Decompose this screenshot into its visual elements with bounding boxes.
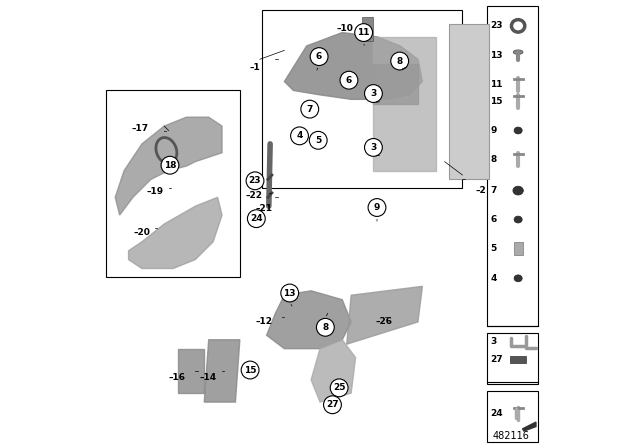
Text: 8: 8 [397, 56, 403, 65]
Polygon shape [347, 286, 422, 344]
Text: 7: 7 [307, 105, 313, 114]
Text: 6: 6 [316, 52, 322, 61]
Text: 23: 23 [249, 177, 261, 185]
Ellipse shape [514, 275, 522, 282]
Polygon shape [129, 197, 222, 268]
Text: 3: 3 [371, 89, 376, 98]
Text: 18: 18 [164, 161, 176, 170]
Circle shape [324, 396, 341, 414]
Circle shape [310, 47, 328, 65]
Text: 24: 24 [250, 214, 262, 223]
Text: 23: 23 [490, 22, 502, 30]
FancyBboxPatch shape [106, 90, 240, 277]
Circle shape [365, 85, 382, 103]
Text: 5: 5 [490, 244, 497, 253]
Circle shape [330, 379, 348, 397]
Text: 3: 3 [371, 143, 376, 152]
Circle shape [281, 284, 299, 302]
Text: –20: –20 [133, 228, 150, 237]
Circle shape [340, 71, 358, 89]
Polygon shape [115, 117, 222, 215]
FancyBboxPatch shape [487, 6, 538, 327]
Circle shape [365, 138, 382, 156]
Text: –17: –17 [131, 124, 148, 133]
Bar [449, 24, 489, 180]
Text: 27: 27 [490, 355, 502, 364]
Text: 8: 8 [322, 323, 328, 332]
Text: 6: 6 [490, 215, 497, 224]
Text: –1: –1 [249, 63, 260, 72]
Ellipse shape [513, 186, 524, 195]
Circle shape [355, 24, 372, 42]
Polygon shape [267, 291, 351, 349]
Text: 482116: 482116 [492, 431, 529, 441]
Text: –19: –19 [146, 187, 163, 196]
FancyBboxPatch shape [262, 10, 463, 188]
Text: –26: –26 [375, 318, 392, 327]
Text: 4: 4 [490, 274, 497, 283]
Text: 4: 4 [296, 131, 303, 140]
Text: 13: 13 [490, 51, 502, 60]
Bar [510, 356, 526, 363]
Circle shape [241, 361, 259, 379]
Text: 9: 9 [374, 203, 380, 212]
Text: 9: 9 [490, 126, 497, 135]
Text: 27: 27 [326, 400, 339, 409]
Circle shape [246, 172, 264, 190]
Text: 24: 24 [490, 409, 502, 418]
Polygon shape [373, 37, 436, 171]
Text: –12: –12 [255, 317, 273, 326]
Text: 3: 3 [490, 337, 497, 346]
Text: 11: 11 [490, 80, 502, 89]
Polygon shape [284, 33, 422, 99]
Text: –16: –16 [168, 373, 186, 382]
Circle shape [161, 156, 179, 174]
Text: 6: 6 [346, 76, 352, 85]
Polygon shape [311, 340, 356, 402]
Text: –14: –14 [200, 373, 217, 382]
Circle shape [316, 319, 334, 336]
Polygon shape [177, 349, 204, 393]
Text: 25: 25 [333, 383, 346, 392]
Text: –21: –21 [255, 204, 273, 213]
FancyBboxPatch shape [487, 391, 538, 442]
Circle shape [248, 210, 265, 228]
Bar [514, 242, 523, 255]
Text: 7: 7 [490, 186, 497, 195]
Text: 15: 15 [244, 366, 257, 375]
Circle shape [301, 100, 319, 118]
FancyBboxPatch shape [487, 333, 538, 384]
Text: 5: 5 [315, 136, 321, 145]
Polygon shape [373, 64, 418, 104]
Ellipse shape [513, 50, 523, 54]
Polygon shape [204, 340, 240, 402]
Text: –22: –22 [245, 190, 262, 199]
Text: 11: 11 [357, 28, 370, 37]
Circle shape [391, 52, 408, 70]
Text: 13: 13 [284, 289, 296, 297]
Text: –10: –10 [337, 25, 353, 34]
Circle shape [309, 131, 327, 149]
Text: 8: 8 [490, 155, 497, 164]
Text: –2: –2 [476, 186, 486, 195]
Polygon shape [523, 422, 536, 431]
Ellipse shape [514, 127, 522, 134]
Text: 15: 15 [490, 97, 502, 106]
Bar [362, 17, 373, 42]
Circle shape [368, 198, 386, 216]
Circle shape [291, 127, 308, 145]
Ellipse shape [514, 216, 522, 223]
